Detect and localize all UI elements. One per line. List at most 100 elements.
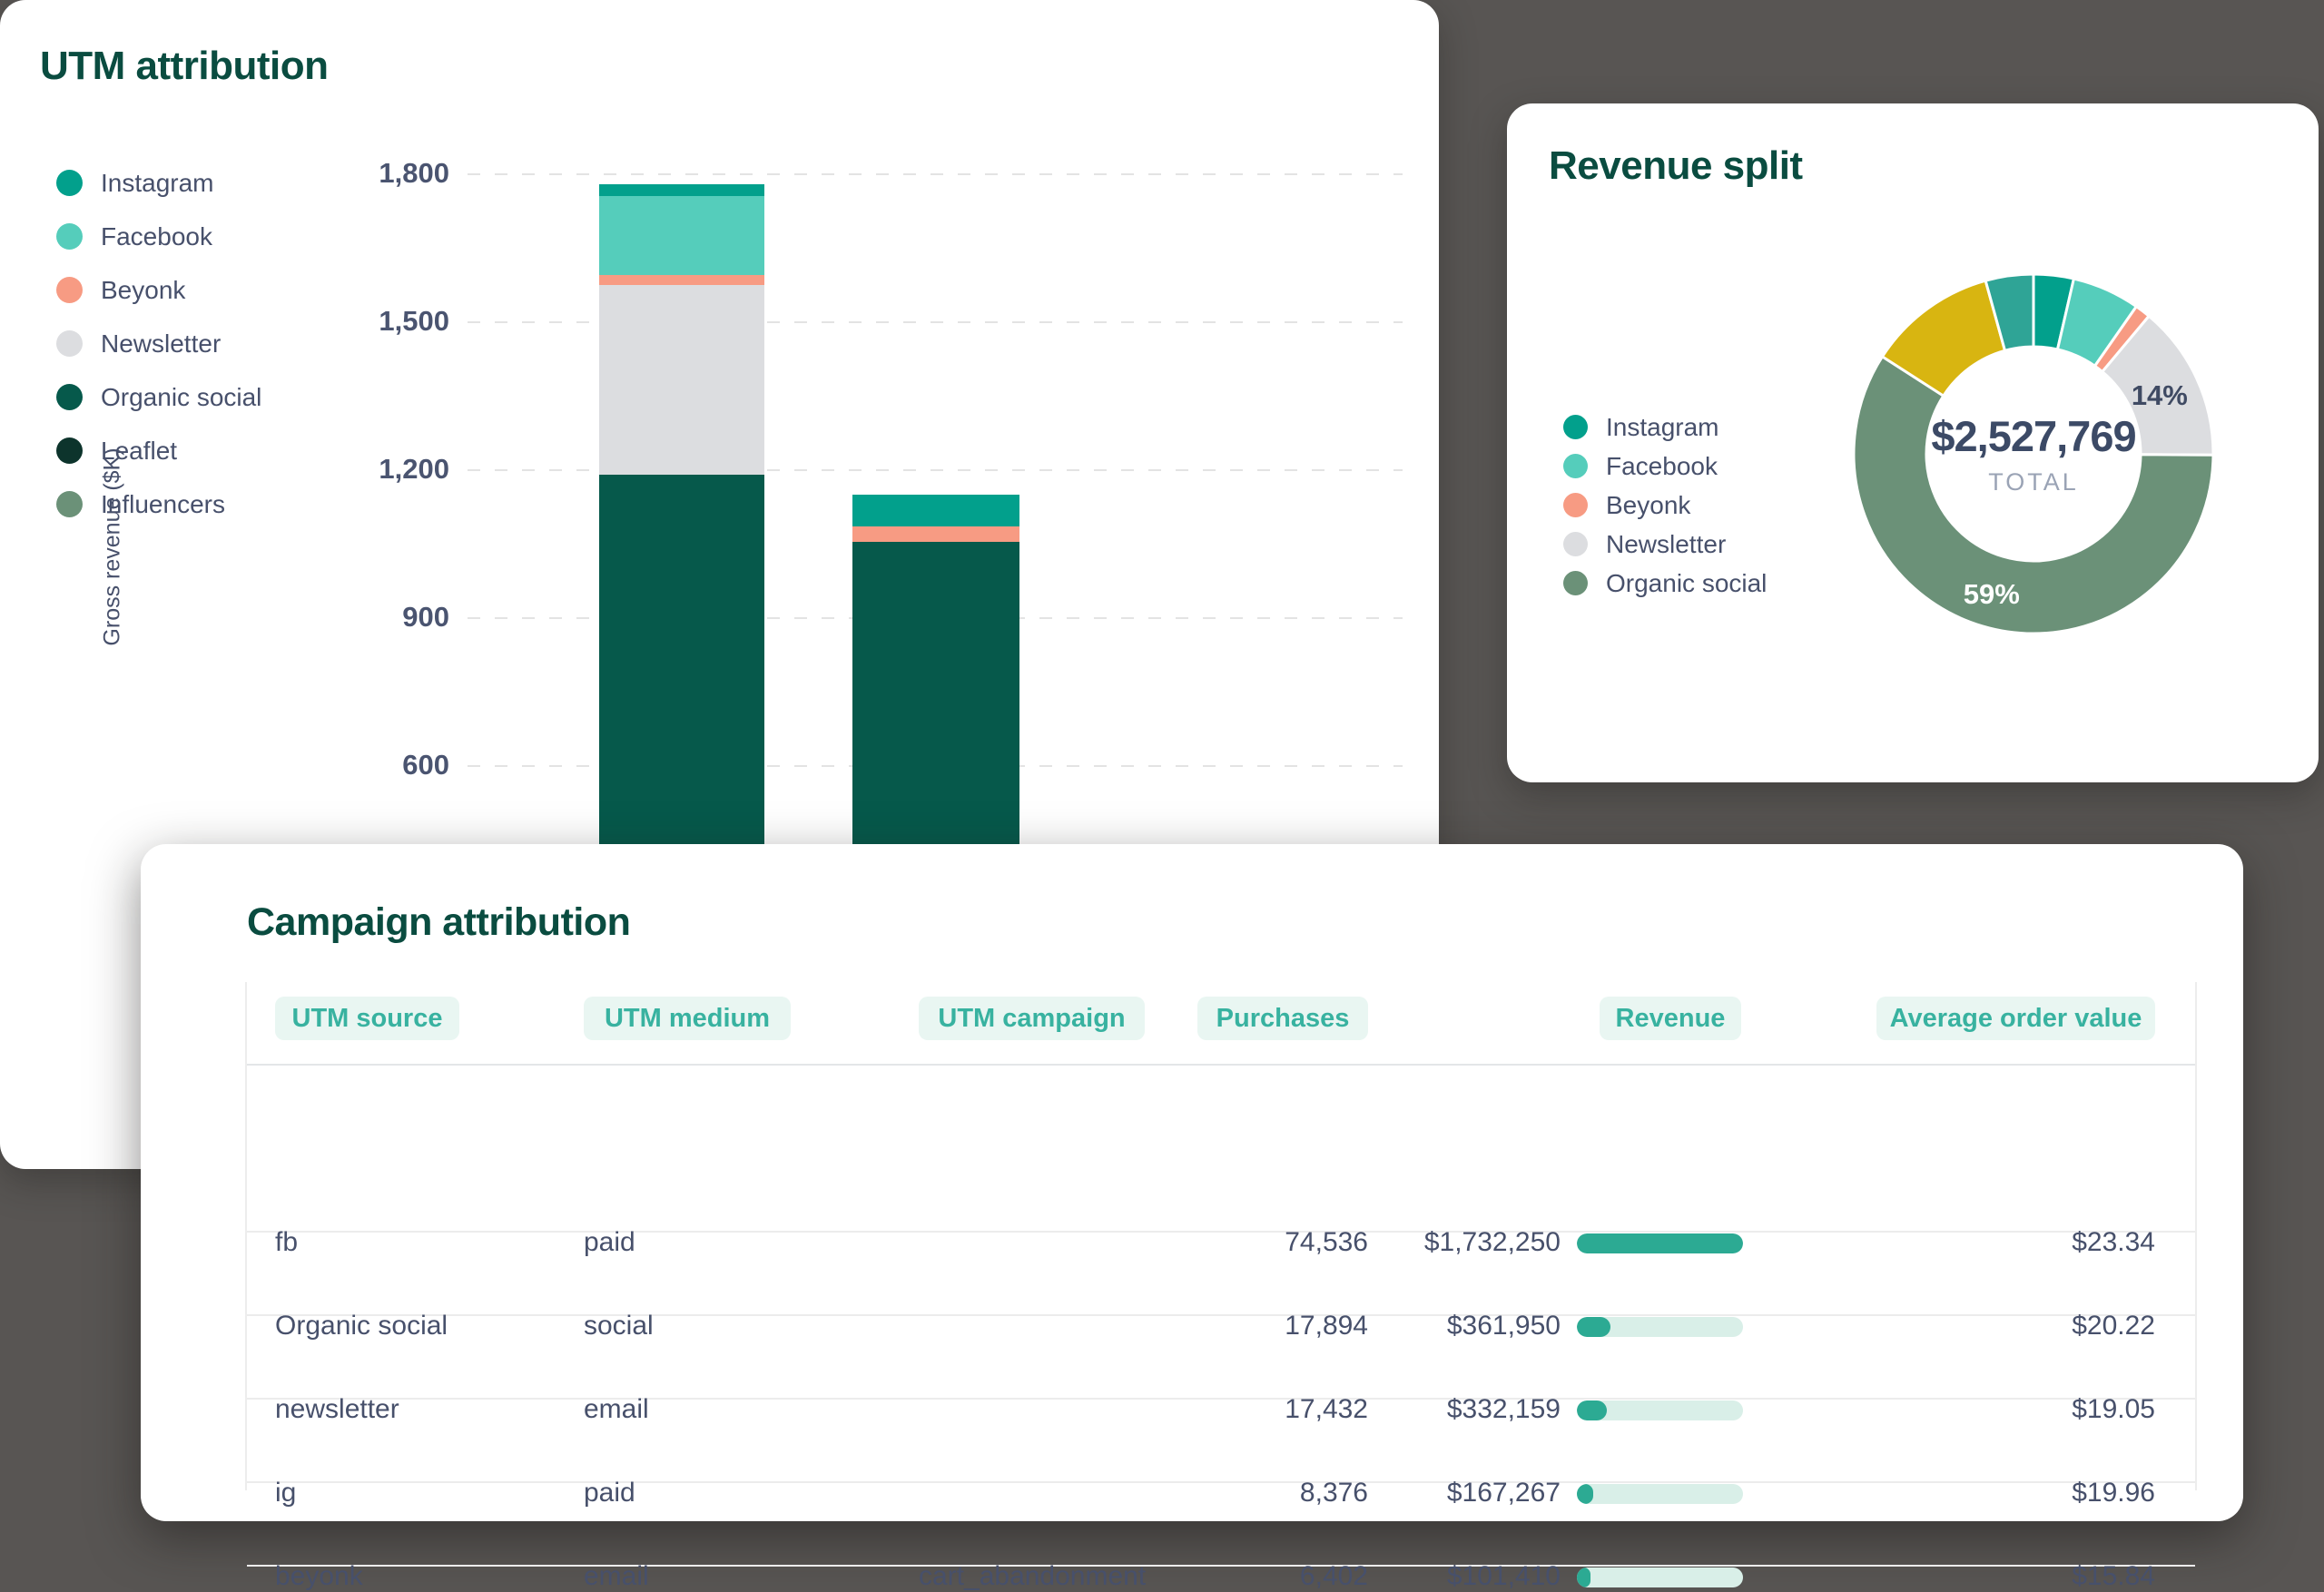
cell-purchases: 17,894 (1285, 1311, 1368, 1341)
legend-item-instagram: Instagram (1563, 408, 1767, 447)
revenue-bar-fill (1577, 1317, 1610, 1337)
legend-item-facebook: Facebook (56, 210, 261, 263)
revenue-bar-fill (1577, 1233, 1743, 1253)
legend-label: Beyonk (1606, 490, 1691, 519)
table-bottom-border (247, 1565, 2195, 1567)
legend-item-instagram: Instagram (56, 156, 261, 210)
legend-label: Influencers (101, 489, 225, 518)
facebook-dot-icon (1563, 454, 1588, 478)
gridline (468, 173, 1403, 175)
row-separator (247, 1314, 2195, 1316)
cell-revenue: $332,159 (1446, 1394, 1561, 1424)
legend-item-organic-social: Organic social (56, 370, 261, 424)
influencers-dot-icon (56, 491, 83, 517)
revenue-card-title: Revenue split (1549, 143, 1803, 188)
column-header-utm-campaign: UTM campaign (919, 997, 1145, 1040)
cell-revenue: $101,410 (1446, 1561, 1561, 1591)
cell-utm-medium: email (584, 1561, 649, 1591)
cell-utm-medium: paid (584, 1478, 635, 1508)
utm-legend: Instagram Facebook Beyonk Newsletter Org… (56, 156, 261, 531)
legend-label: Newsletter (1606, 529, 1727, 558)
donut-slice-unlabeled-teal (1984, 272, 2035, 352)
legend-label: Organic social (101, 382, 262, 411)
revenue-bar-track (1577, 1400, 1743, 1420)
campaign-table: UTM source UTM medium UTM campaign Purch… (245, 982, 2197, 1591)
legend-item-newsletter: Newsletter (1563, 525, 1767, 564)
revenue-bar-track (1577, 1567, 1743, 1587)
revenue-bar-track (1577, 1233, 1743, 1253)
y-tick-label: 1,200 (379, 453, 449, 485)
beyonk-dot-icon (1563, 493, 1588, 517)
cell-revenue: $361,950 (1446, 1311, 1561, 1341)
cell-purchases: 17,432 (1285, 1394, 1368, 1424)
column-header-revenue: Revenue (1600, 997, 1741, 1040)
column-header-utm-medium: UTM medium (584, 997, 791, 1040)
donut-slice-organic-social (1852, 355, 2215, 635)
revenue-bar-track (1577, 1484, 1743, 1504)
beyonk-dot-icon (56, 277, 83, 303)
organic-social-dot-icon (56, 384, 83, 410)
legend-label: Newsletter (101, 329, 222, 358)
column-header-average-order-value: Average order value (1876, 997, 2155, 1040)
legend-item-influencers: Influencers (56, 477, 261, 531)
legend-label: Leaflet (101, 436, 178, 465)
revenue-bar-fill (1577, 1484, 1594, 1504)
y-tick-label: 900 (402, 601, 449, 633)
cell-utm-source: ig (275, 1478, 297, 1508)
revenue-legend: Instagram Facebook Beyonk Newsletter Org… (1563, 408, 1767, 603)
legend-label: Facebook (101, 221, 212, 251)
bar-segment-facebook (599, 196, 764, 276)
y-axis-label: Gross revenue ($K) (99, 447, 125, 646)
cell-purchases: 8,376 (1299, 1478, 1368, 1508)
cell-utm-source: newsletter (275, 1394, 399, 1424)
cell-average-order-value: $19.96 (2072, 1478, 2155, 1508)
bar-segment-instagram (599, 183, 764, 197)
cell-utm-medium: paid (584, 1227, 635, 1257)
bar-segment-beyonk (599, 275, 764, 286)
cell-revenue: $1,732,250 (1423, 1227, 1561, 1257)
campaign-card-title: Campaign attribution (247, 900, 631, 944)
donut-slice-label: 14% (2131, 378, 2188, 411)
legend-label: Organic social (1606, 568, 1768, 597)
legend-item-leaflet: Leaflet (56, 424, 261, 477)
column-header-utm-source: UTM source (275, 997, 459, 1040)
cell-average-order-value: $19.05 (2072, 1394, 2155, 1424)
cell-utm-source: fb (275, 1227, 299, 1257)
row-separator (247, 1398, 2195, 1400)
donut-slice-label: 59% (1963, 578, 2020, 611)
bar-segment-beyonk (852, 526, 1019, 542)
column-header-purchases: Purchases (1197, 997, 1368, 1040)
cell-utm-source: Organic social (275, 1311, 448, 1341)
revenue-bar-fill (1577, 1567, 1590, 1587)
cell-average-order-value: $15.84 (2072, 1561, 2155, 1591)
legend-item-newsletter: Newsletter (56, 317, 261, 370)
newsletter-dot-icon (1563, 532, 1588, 556)
legend-item-facebook: Facebook (1563, 447, 1767, 486)
gridline (468, 469, 1403, 471)
header-separator (247, 1064, 2195, 1066)
leaflet-dot-icon (56, 437, 83, 464)
row-separator (247, 1231, 2195, 1233)
legend-label: Instagram (101, 168, 214, 197)
bar-segment-newsletter (599, 285, 764, 476)
facebook-dot-icon (56, 223, 83, 250)
donut-chart: 14% 59% (1852, 272, 2215, 635)
legend-label: Instagram (1606, 412, 1719, 441)
revenue-bar-track (1577, 1317, 1743, 1337)
revenue-bar-fill (1577, 1400, 1607, 1420)
y-tick-label: 1,500 (379, 305, 449, 337)
cell-revenue: $167,267 (1446, 1478, 1561, 1508)
bar-segment-instagram (852, 495, 1019, 527)
legend-item-beyonk: Beyonk (56, 263, 261, 317)
legend-item-beyonk: Beyonk (1563, 486, 1767, 525)
organic-social-dot-icon (1563, 571, 1588, 595)
legend-label: Facebook (1606, 451, 1718, 480)
cell-purchases: 6,402 (1299, 1561, 1368, 1591)
instagram-dot-icon (56, 170, 83, 196)
cell-utm-medium: email (584, 1394, 649, 1424)
newsletter-dot-icon (56, 330, 83, 357)
row-separator (247, 1481, 2195, 1483)
instagram-dot-icon (1563, 415, 1588, 439)
cell-average-order-value: $20.22 (2072, 1311, 2155, 1341)
y-tick-label: 1,800 (379, 157, 449, 189)
